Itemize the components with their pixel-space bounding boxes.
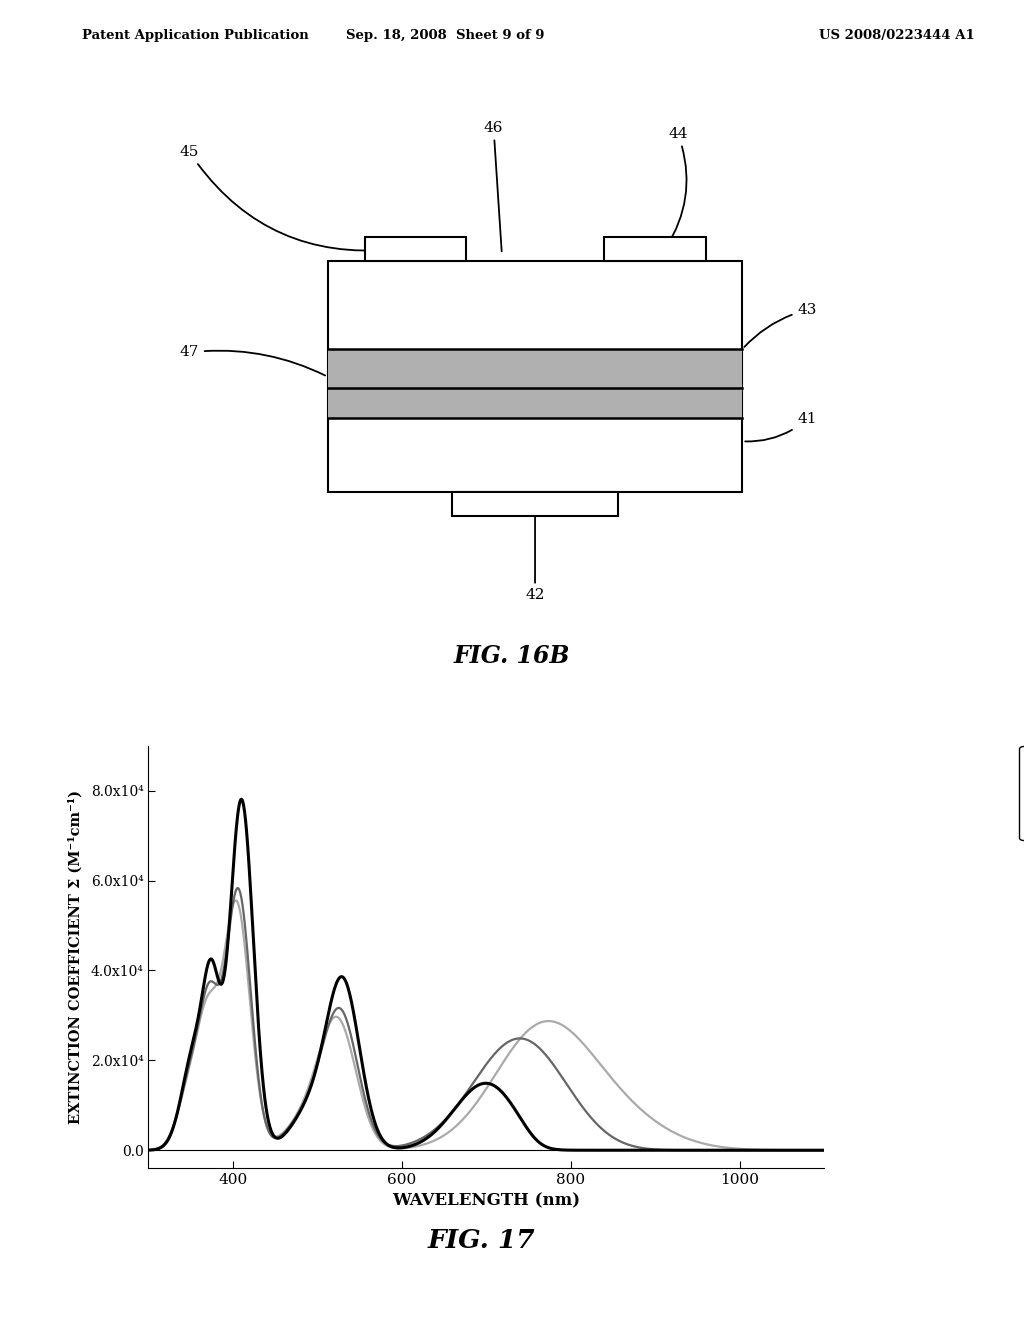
Bar [365, 238, 466, 261]
Text: 47: 47 [180, 346, 326, 375]
Y-axis label: EXTINCTION COEFFICIENT Σ (M⁻¹cm⁻¹): EXTINCTION COEFFICIENT Σ (M⁻¹cm⁻¹) [68, 789, 82, 1125]
Text: 46: 46 [483, 120, 504, 251]
X-axis label: WAVELENGTH (nm): WAVELENGTH (nm) [392, 1192, 581, 1209]
Text: Patent Application Publication: Patent Application Publication [82, 29, 308, 42]
Bar [328, 261, 742, 492]
Text: Sep. 18, 2008  Sheet 9 of 9: Sep. 18, 2008 Sheet 9 of 9 [346, 29, 545, 42]
Text: 42: 42 [525, 507, 545, 602]
Text: FIG. 17: FIG. 17 [427, 1229, 536, 1253]
Text: US 2008/0223444 A1: US 2008/0223444 A1 [819, 29, 975, 42]
Text: 44: 44 [667, 127, 688, 247]
Text: FIG. 16B: FIG. 16B [454, 644, 570, 668]
Text: 43: 43 [744, 302, 816, 347]
Bar [453, 492, 618, 516]
Bar [604, 238, 706, 261]
Bar [328, 348, 742, 418]
Text: 45: 45 [180, 145, 392, 251]
Text: 41: 41 [745, 412, 817, 441]
Legend: 4, 5, 6: 4, 5, 6 [1019, 746, 1024, 840]
